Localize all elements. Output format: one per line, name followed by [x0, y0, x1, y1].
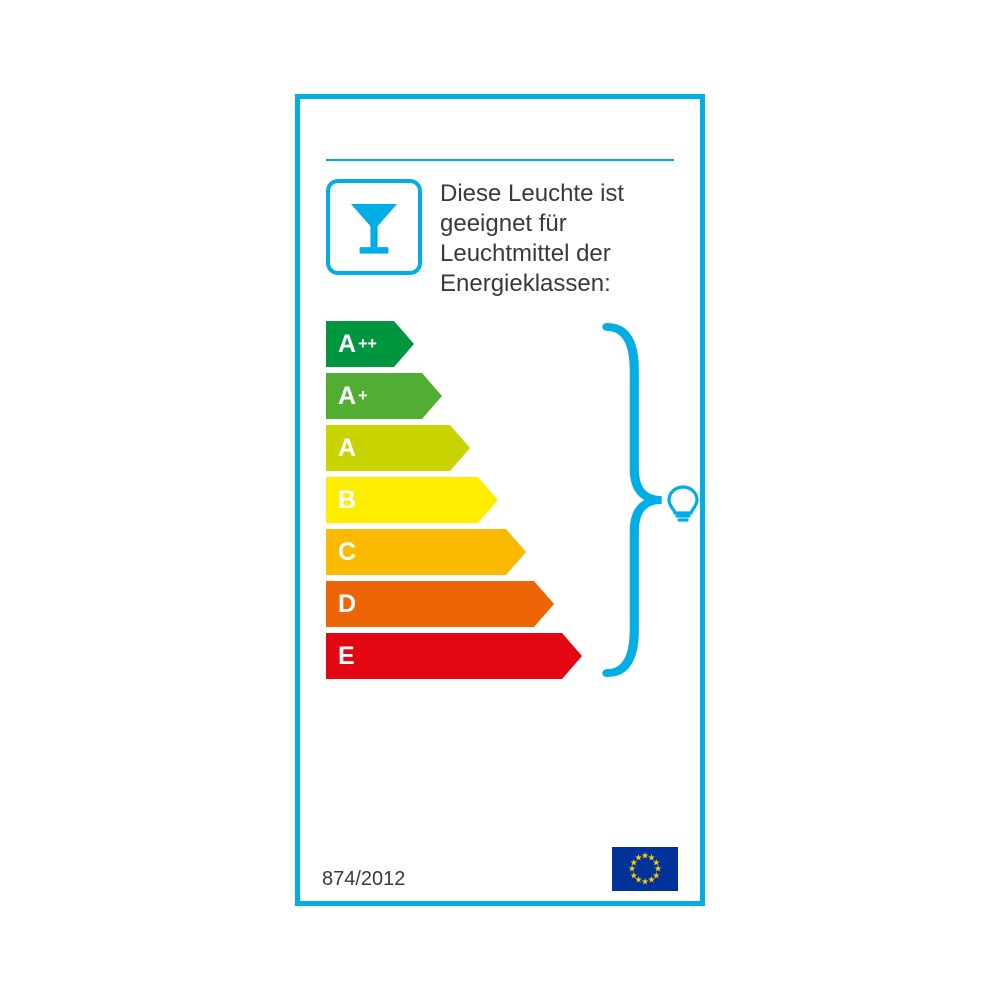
energy-bar-A+: A+ — [326, 373, 442, 419]
energy-bar-C: C — [326, 529, 526, 575]
header-divider — [326, 159, 674, 161]
energy-bar-A: A — [326, 425, 470, 471]
energy-bar-A++: A++ — [326, 321, 414, 367]
energy-bar-B: B — [326, 477, 498, 523]
header-row: Diese Leuchte ist geeignet für Leuchtmit… — [300, 179, 700, 307]
energy-bar-E: E — [326, 633, 582, 679]
top-spacer — [300, 99, 700, 159]
energy-bar-D: D — [326, 581, 554, 627]
regulation-text: 874/2012 — [322, 868, 405, 891]
bulb-icon — [660, 477, 706, 523]
header-text: Diese Leuchte ist geeignet für Leuchtmit… — [440, 179, 674, 299]
lamp-icon-box — [326, 179, 422, 275]
energy-label-card: Diese Leuchte ist geeignet für Leuchtmit… — [295, 94, 705, 906]
energy-chart: A++ A+ ABCDE — [300, 307, 700, 695]
footer: 874/2012 ★★★★★★★★★★★★ — [300, 847, 700, 891]
lamp-icon — [338, 191, 410, 263]
eu-flag-icon: ★★★★★★★★★★★★ — [612, 847, 678, 891]
